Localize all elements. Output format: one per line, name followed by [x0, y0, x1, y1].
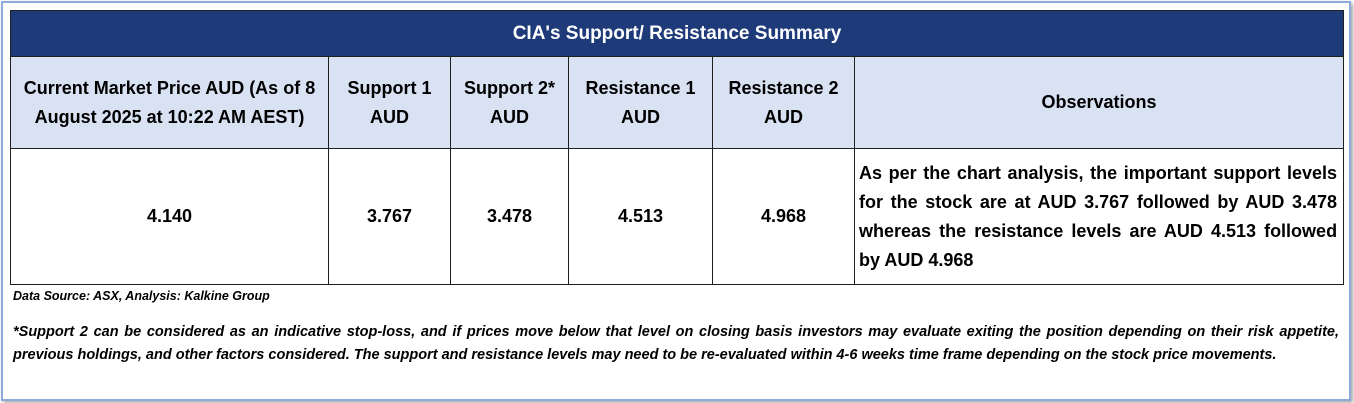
header-resistance-2: Resistance 2 AUD [712, 56, 855, 149]
disclaimer-footnote: *Support 2 can be considered as an indic… [13, 324, 1339, 363]
table-header-row: Current Market Price AUD (As of 8 August… [10, 56, 1345, 149]
value-current-price: 4.140 [10, 148, 329, 285]
header-current-price: Current Market Price AUD (As of 8 August… [10, 56, 329, 149]
header-support-1: Support 1 AUD [328, 56, 451, 149]
value-support-1: 3.767 [328, 148, 451, 285]
header-observations: Observations [853, 56, 1345, 149]
data-source-note: Data Source: ASX, Analysis: Kalkine Grou… [13, 289, 270, 303]
value-resistance-2: 4.968 [712, 148, 855, 285]
value-resistance-1: 4.513 [568, 148, 713, 285]
value-observations: As per the chart analysis, the important… [853, 148, 1345, 285]
header-support-2: Support 2* AUD [450, 56, 569, 149]
value-support-2: 3.478 [450, 148, 569, 285]
table-row: 4.140 3.767 3.478 4.513 4.968 As per the… [10, 148, 1345, 285]
header-resistance-1: Resistance 1 AUD [568, 56, 713, 149]
table-title: CIA's Support/ Resistance Summary [9, 10, 1345, 57]
table-title-row: CIA's Support/ Resistance Summary [9, 10, 1345, 57]
support-resistance-table: CIA's Support/ Resistance Summary Curren… [9, 10, 1345, 285]
